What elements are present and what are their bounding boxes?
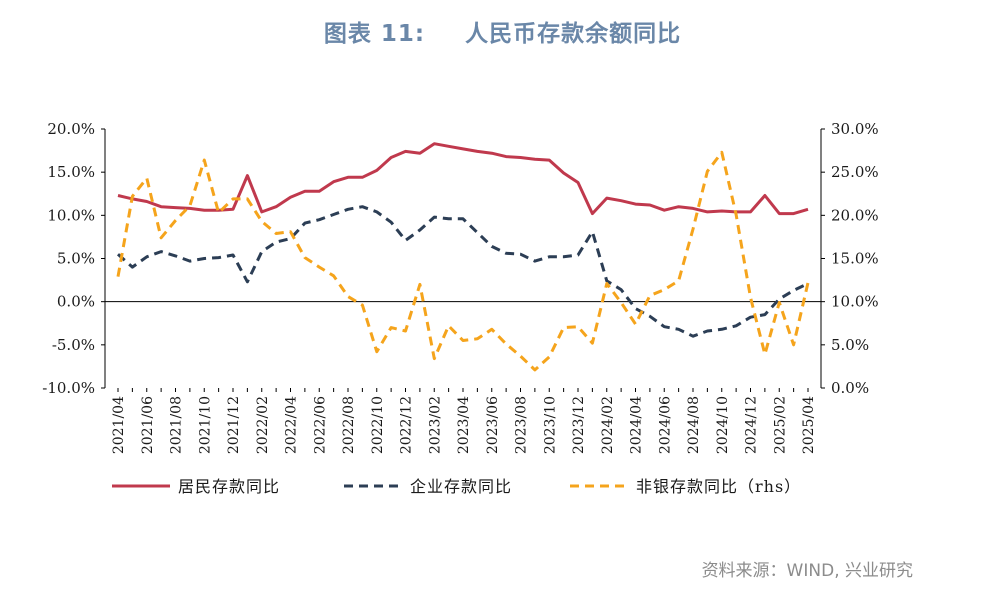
x-tick-label: 2021/10 bbox=[197, 396, 213, 454]
x-tick-label: 2022/12 bbox=[399, 396, 415, 454]
x-tick-label: 2023/06 bbox=[485, 396, 501, 454]
x-tick-label: 2024/06 bbox=[657, 396, 673, 454]
legend-label-corporate-deposit: 企业存款同比 bbox=[410, 477, 512, 496]
title-text: 人民币存款余额同比 bbox=[465, 21, 682, 47]
x-tick-label: 2023/02 bbox=[427, 396, 443, 454]
x-tick-label: 2022/08 bbox=[341, 396, 357, 454]
x-tick-label: 2023/04 bbox=[456, 396, 472, 454]
x-tick-label: 2021/12 bbox=[226, 396, 242, 454]
x-tick-label: 2023/08 bbox=[514, 396, 530, 454]
x-tick-label: 2022/04 bbox=[284, 396, 300, 454]
chart-title: 图表 11: 人民币存款余额同比 bbox=[0, 14, 1005, 48]
right-tick-label: 30.0% bbox=[831, 120, 879, 138]
x-tick-label: 2023/12 bbox=[571, 396, 587, 454]
left-tick-label: 0.0% bbox=[57, 293, 95, 311]
x-tick-label: 2024/04 bbox=[629, 396, 645, 454]
right-tick-label: 0.0% bbox=[831, 379, 869, 397]
resident-deposit-line bbox=[117, 142, 809, 216]
x-tick-label: 2024/12 bbox=[744, 396, 760, 454]
x-tick-label: 2025/02 bbox=[772, 396, 788, 454]
x-tick-label: 2025/04 bbox=[801, 396, 817, 454]
legend-label-resident-deposit: 居民存款同比 bbox=[178, 477, 280, 496]
x-tick-label: 2022/10 bbox=[370, 396, 386, 454]
left-tick-label: 20.0% bbox=[47, 120, 95, 138]
x-tick-label: 2022/02 bbox=[255, 396, 271, 454]
x-tick-label: 2024/02 bbox=[600, 396, 616, 454]
x-tick-label: 2023/10 bbox=[542, 396, 558, 454]
right-tick-label: 25.0% bbox=[831, 163, 879, 181]
x-tick-label: 2024/10 bbox=[715, 396, 731, 454]
title-prefix: 图表 11: bbox=[323, 21, 426, 47]
legend-label-nonbank-deposit: 非银存款同比（rhs） bbox=[636, 477, 801, 496]
right-tick-label: 5.0% bbox=[831, 336, 869, 354]
left-tick-label: -5.0% bbox=[52, 336, 95, 354]
left-tick-label: 5.0% bbox=[57, 250, 95, 268]
nonbank-deposit-line bbox=[116, 150, 810, 372]
x-tick-label: 2022/06 bbox=[312, 396, 328, 454]
x-tick-label: 2024/08 bbox=[686, 396, 702, 454]
right-tick-label: 20.0% bbox=[831, 206, 879, 224]
x-tick-label: 2021/04 bbox=[111, 396, 127, 454]
left-tick-label: -10.0% bbox=[42, 379, 95, 397]
right-tick-label: 10.0% bbox=[831, 293, 879, 311]
left-tick-label: 10.0% bbox=[47, 206, 95, 224]
source-note: 资料来源：WIND, 兴业研究 bbox=[701, 561, 913, 581]
x-tick-label: 2021/06 bbox=[140, 396, 156, 454]
x-tick-label: 2021/08 bbox=[169, 396, 185, 454]
corporate-deposit-line bbox=[116, 205, 809, 338]
left-tick-label: 15.0% bbox=[47, 163, 95, 181]
right-tick-label: 15.0% bbox=[831, 250, 879, 268]
